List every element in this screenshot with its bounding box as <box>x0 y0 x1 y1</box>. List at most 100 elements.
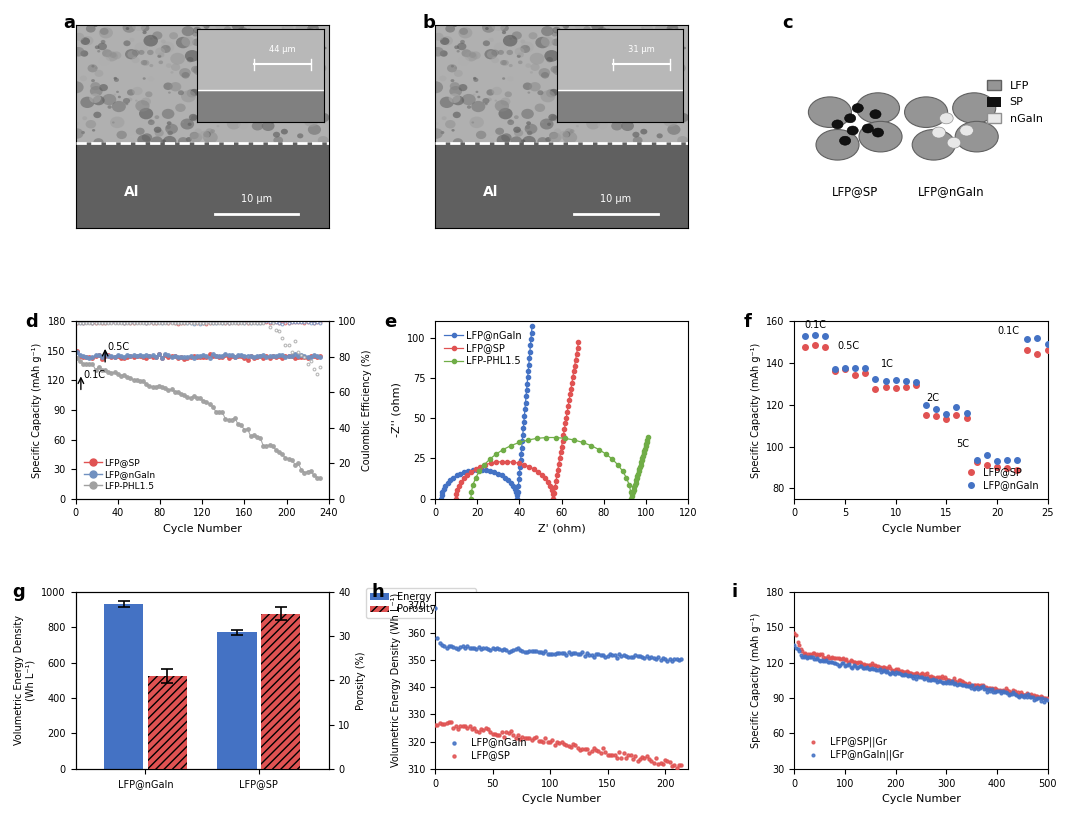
LFP@SP <box>498 726 515 739</box>
Circle shape <box>509 119 512 122</box>
Circle shape <box>445 25 455 33</box>
LFP@nGaIn||Gr <box>934 676 951 690</box>
Text: 0.1C: 0.1C <box>83 370 105 380</box>
Circle shape <box>279 113 288 120</box>
LFP@nGaIn||Gr <box>862 663 879 676</box>
LFP@SP <box>572 338 585 348</box>
LFP@nGaIn||Gr <box>1022 690 1039 703</box>
Circle shape <box>187 57 193 62</box>
Circle shape <box>553 27 561 34</box>
Circle shape <box>577 83 588 91</box>
LFP@SP||Gr <box>982 681 999 694</box>
Circle shape <box>538 137 548 146</box>
Text: 0.5C: 0.5C <box>837 340 859 350</box>
LFP@nGaIn <box>465 641 483 654</box>
Circle shape <box>522 109 534 119</box>
Circle shape <box>95 70 104 77</box>
LFP@SP <box>561 407 573 416</box>
Circle shape <box>442 116 447 120</box>
Circle shape <box>292 81 302 90</box>
Circle shape <box>615 65 618 68</box>
LFP@SP||Gr <box>966 678 983 691</box>
LFP@nGaIn <box>1029 331 1047 344</box>
LFP@nGaIn <box>488 641 505 654</box>
Circle shape <box>583 26 591 32</box>
LFP@nGaIn <box>459 640 476 653</box>
LFP@SP||Gr <box>822 651 839 664</box>
Circle shape <box>147 50 153 55</box>
Circle shape <box>224 26 231 32</box>
LFP@nGaIn||Gr <box>966 682 983 695</box>
Circle shape <box>562 23 566 27</box>
LFP@nGaIn||Gr <box>870 663 888 676</box>
LFP@nGaIn||Gr <box>899 668 916 681</box>
Circle shape <box>248 74 259 82</box>
LFP@SP <box>463 722 481 735</box>
LFP@SP <box>435 717 453 730</box>
Circle shape <box>80 75 87 81</box>
LFP@nGaIn <box>498 644 515 657</box>
Circle shape <box>498 50 504 55</box>
LFP@SP <box>518 732 536 745</box>
LFP@SP <box>445 721 462 735</box>
LFP@nGaIn||Gr <box>835 657 852 670</box>
Circle shape <box>459 28 468 35</box>
Circle shape <box>484 137 494 145</box>
LFP@SP <box>624 753 642 766</box>
LFP@SP <box>569 742 586 755</box>
Circle shape <box>229 41 244 52</box>
LFP@SP||Gr <box>824 650 841 663</box>
Circle shape <box>70 128 83 139</box>
LFP@SP||Gr <box>878 661 895 674</box>
Bar <box>217 632 257 769</box>
LFP@nGaIn||Gr <box>919 673 936 686</box>
LFP@SP <box>551 736 568 749</box>
Circle shape <box>642 26 644 29</box>
LFP@nGaIn <box>475 641 492 654</box>
Circle shape <box>580 64 594 75</box>
LFP@nGaIn <box>435 640 453 653</box>
Circle shape <box>165 124 178 134</box>
Circle shape <box>203 24 210 29</box>
LFP@nGaIn <box>541 648 558 661</box>
Circle shape <box>529 53 544 65</box>
LFP@SP||Gr <box>837 653 854 666</box>
Circle shape <box>513 127 521 133</box>
LFP@nGaIn <box>867 372 885 385</box>
Circle shape <box>564 101 572 108</box>
LFP@SP||Gr <box>1012 685 1029 699</box>
Circle shape <box>576 54 583 60</box>
Circle shape <box>579 99 586 105</box>
LFP@SP <box>541 735 558 748</box>
Circle shape <box>669 28 671 30</box>
LFP@nGaIn||Gr <box>975 683 993 696</box>
LFP@nGaIn||Gr <box>914 671 931 684</box>
Circle shape <box>82 116 87 120</box>
LFP@nGaIn||Gr <box>989 685 1007 698</box>
LFP@SP||Gr <box>1018 686 1036 699</box>
Circle shape <box>193 65 205 75</box>
LFP@nGaIn <box>567 646 584 659</box>
LFP@nGaIn <box>521 645 538 658</box>
Circle shape <box>234 47 247 57</box>
LFP@nGaIn||Gr <box>818 654 835 667</box>
Circle shape <box>247 44 253 48</box>
LFP@nGaIn||Gr <box>792 648 809 661</box>
LFP@nGaIn||Gr <box>804 651 822 664</box>
LFP@SP||Gr <box>798 649 815 662</box>
Circle shape <box>477 96 481 98</box>
LFP-PHL1.5 <box>631 474 644 483</box>
Circle shape <box>170 32 178 39</box>
Circle shape <box>143 77 146 80</box>
Circle shape <box>246 29 252 34</box>
Circle shape <box>564 108 572 115</box>
LFP@SP||Gr <box>912 667 929 681</box>
LFP@SP <box>618 751 635 764</box>
Circle shape <box>141 133 152 142</box>
LFP-PHL1.5 <box>642 433 654 443</box>
LFP@SP||Gr <box>861 658 878 672</box>
Circle shape <box>276 63 282 67</box>
Circle shape <box>177 33 187 41</box>
Circle shape <box>246 46 255 52</box>
Circle shape <box>526 46 529 48</box>
